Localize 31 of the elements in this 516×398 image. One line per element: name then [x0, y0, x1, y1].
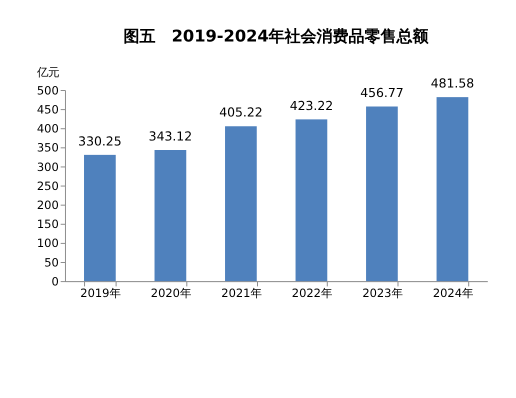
x-tick-label: 2019年 — [80, 286, 120, 300]
data-label: 481.58 — [430, 76, 474, 91]
bar — [84, 154, 116, 282]
y-tick-label: 200 — [36, 198, 59, 212]
data-label: 330.25 — [78, 133, 122, 148]
bar — [154, 150, 186, 282]
bar — [366, 106, 398, 282]
bar — [296, 119, 328, 282]
x-tick-label: 2020年 — [150, 286, 191, 300]
data-label: 405.22 — [219, 104, 263, 120]
y-tick-label: 400 — [36, 122, 59, 136]
chart-title: 图五 2019-2024年社会消费品零售总额 — [124, 26, 430, 46]
x-tick-label: 2024年 — [432, 286, 473, 300]
y-tick-label: 100 — [36, 236, 59, 250]
y-tick-label: 300 — [36, 160, 59, 174]
y-tick-label: 350 — [36, 140, 59, 155]
y-axis-title: 亿元 — [36, 65, 59, 80]
y-tick-label: 250 — [36, 178, 59, 193]
y-tick-label: 500 — [36, 83, 59, 98]
x-tick-label: 2021年 — [221, 286, 262, 300]
data-label: 456.77 — [360, 84, 404, 100]
y-tick-label: 0 — [51, 274, 59, 288]
bar — [225, 126, 257, 282]
x-tick-label: 2023年 — [362, 286, 402, 300]
y-tick-label: 150 — [36, 217, 59, 232]
data-label: 423.22 — [290, 98, 334, 113]
x-tick-label: 2022年 — [292, 286, 332, 300]
bar — [436, 97, 468, 282]
data-label: 343.12 — [148, 128, 192, 144]
y-tick-label: 450 — [36, 102, 59, 116]
y-tick-label: 50 — [44, 255, 59, 270]
